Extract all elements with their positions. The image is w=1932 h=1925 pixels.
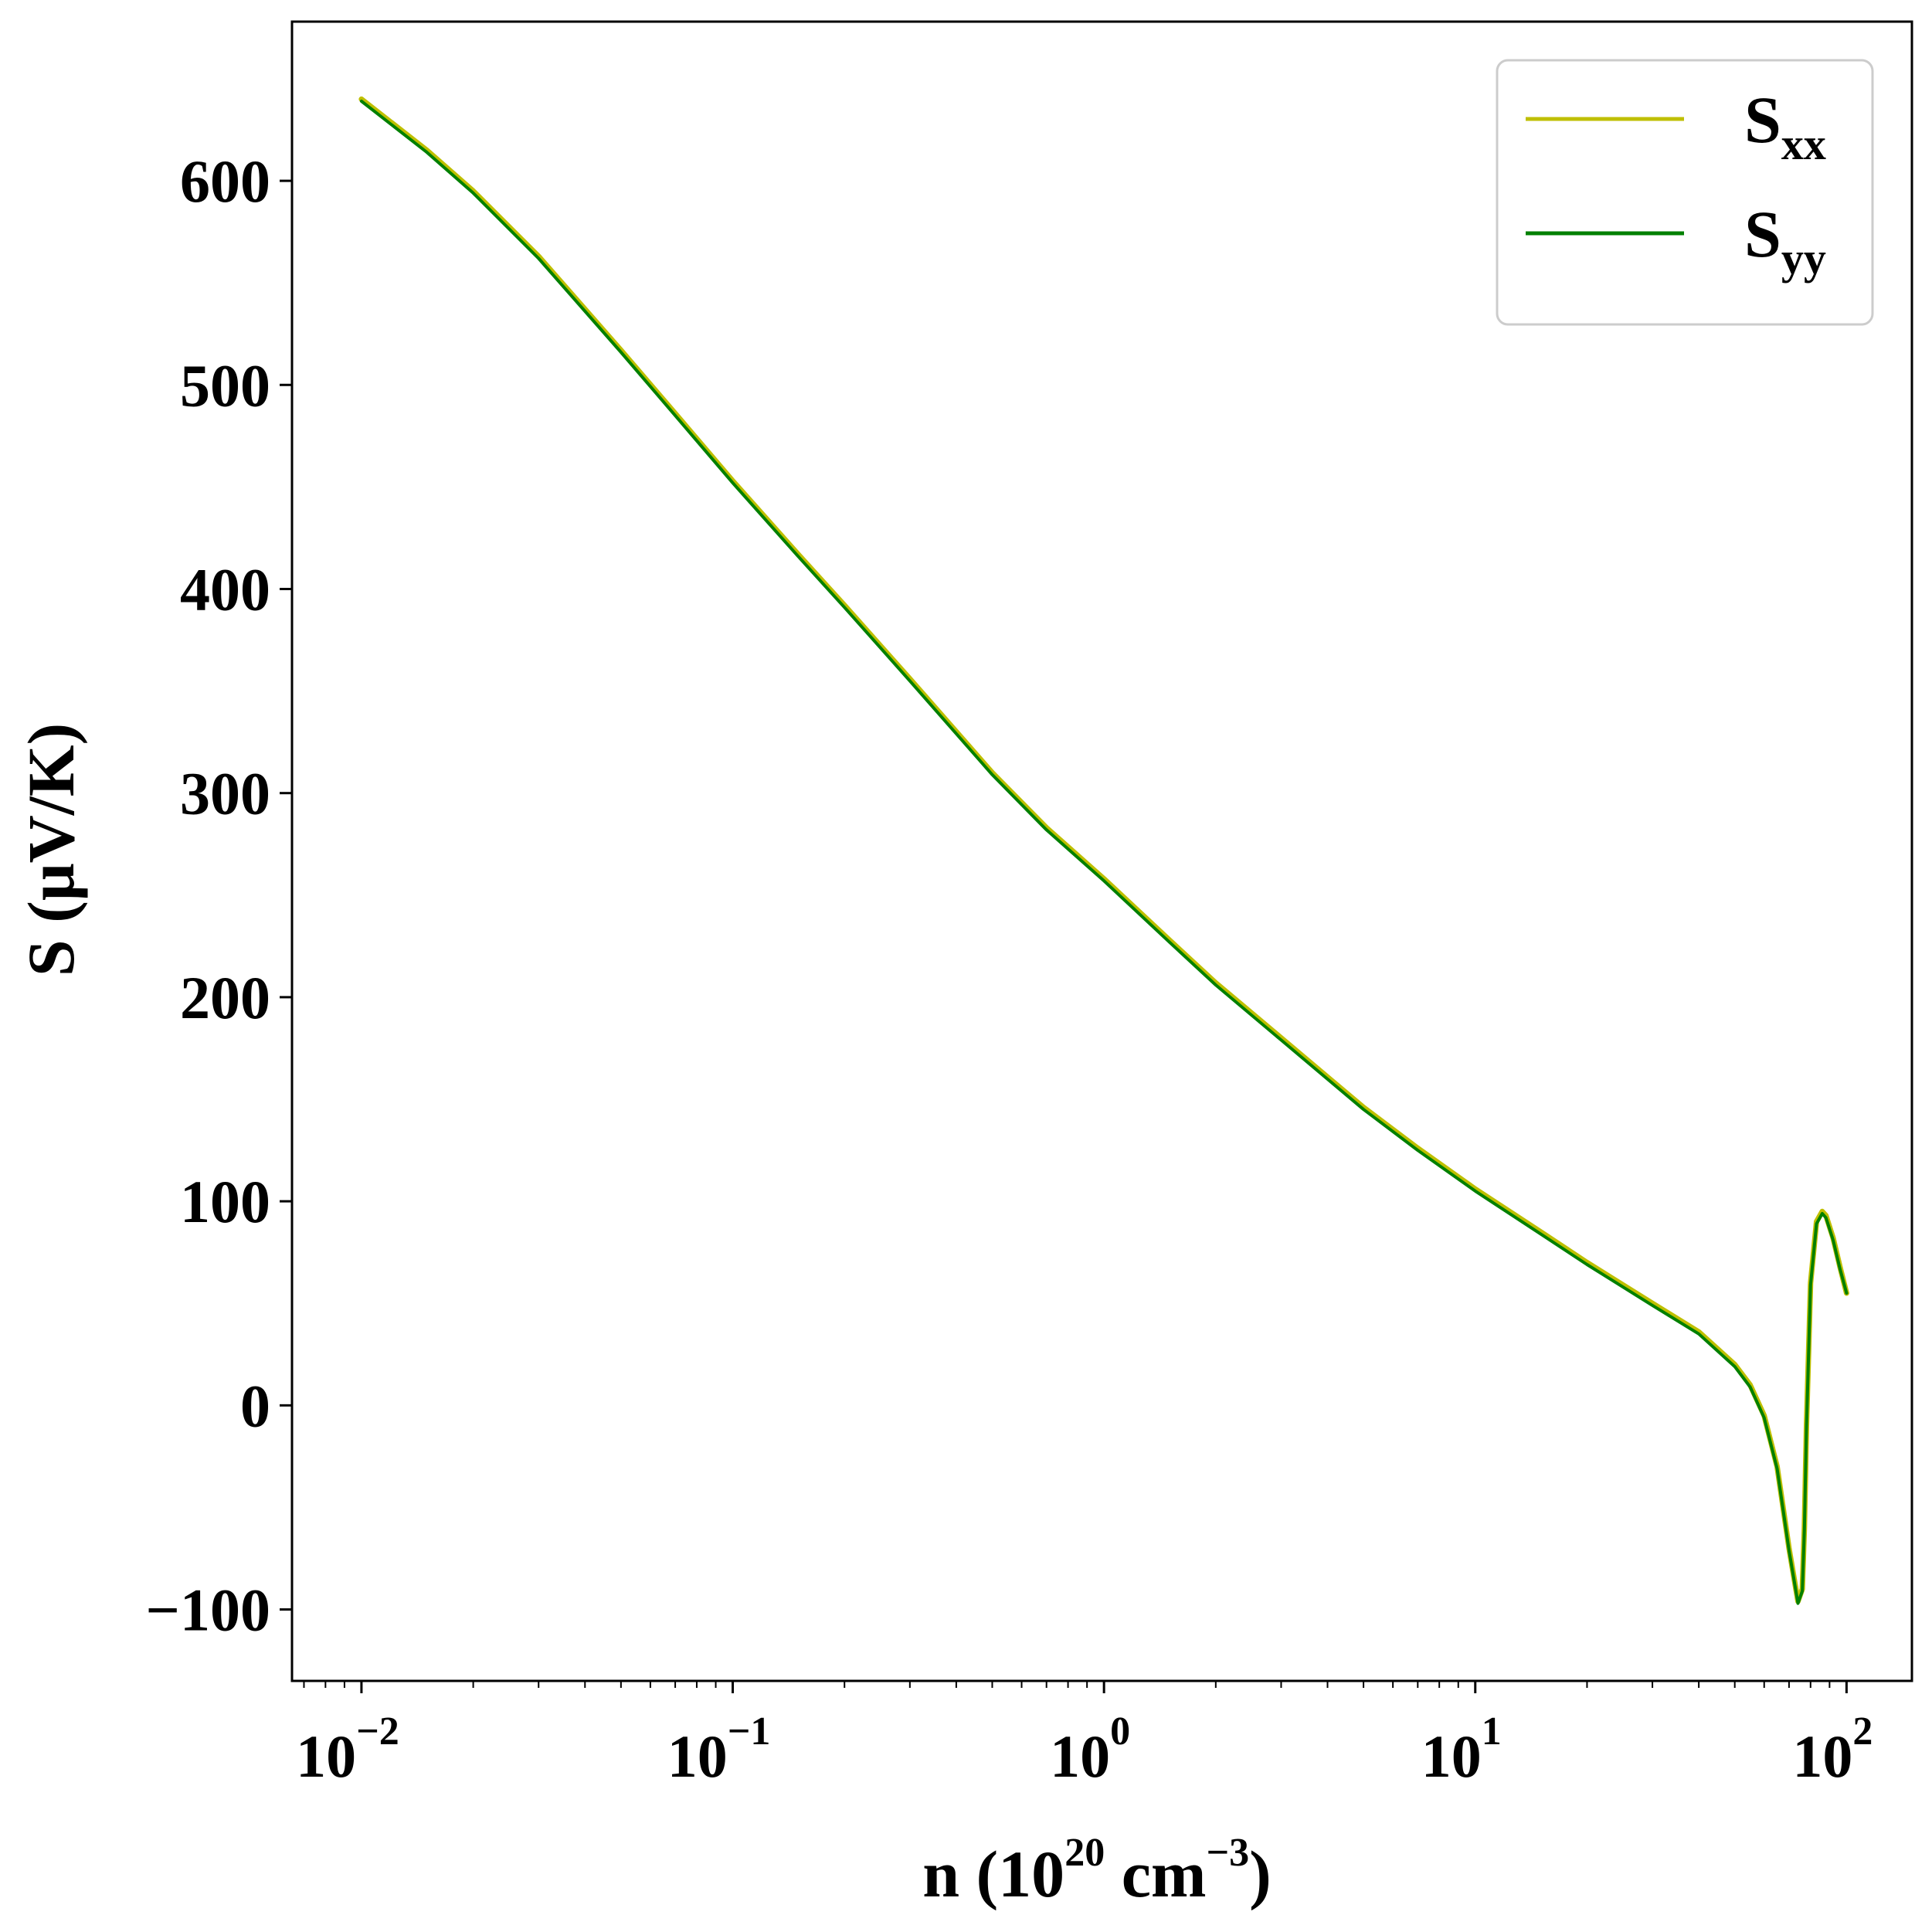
x-tick-label-exp: −2 bbox=[356, 1709, 399, 1754]
y-tick-label: 0 bbox=[240, 1372, 270, 1439]
legend: Sxx Syy bbox=[1496, 59, 1874, 326]
y-tick-label: 500 bbox=[180, 351, 270, 419]
y-tick-label: 300 bbox=[180, 760, 270, 827]
y-tick-label: 600 bbox=[180, 148, 270, 215]
legend-box bbox=[1496, 59, 1874, 326]
x-axis-ticks: 10−2 10−1 100 101 102 bbox=[296, 1681, 1873, 1790]
legend-label-syy: Syy bbox=[1744, 197, 1826, 283]
x-axis-label: n (1020 cm−3) bbox=[922, 1831, 1272, 1911]
x-tick-label-exp: 2 bbox=[1852, 1709, 1873, 1754]
y-tick-label: 100 bbox=[180, 1168, 270, 1235]
legend-label-sxx-main: S bbox=[1744, 83, 1781, 157]
legend-label-syy-main: S bbox=[1744, 197, 1781, 271]
x-tick-label-base: 10 bbox=[667, 1723, 728, 1790]
x-tick-label-base: 10 bbox=[296, 1723, 356, 1790]
x-tick-label-base: 10 bbox=[1421, 1723, 1482, 1790]
y-axis-ticks: −100 0 100 200 300 400 500 600 bbox=[146, 148, 292, 1644]
plot-frame bbox=[290, 20, 1913, 1682]
x-tick-label: 10−2 bbox=[296, 1709, 399, 1790]
x-tick-label-exp: 0 bbox=[1110, 1709, 1130, 1754]
x-tick-label: 102 bbox=[1792, 1709, 1873, 1790]
legend-label-syy-sub: yy bbox=[1781, 233, 1826, 283]
x-tick-label-exp: −1 bbox=[728, 1709, 771, 1754]
x-tick-label: 101 bbox=[1421, 1709, 1502, 1790]
x-tick-label: 10−1 bbox=[667, 1709, 771, 1790]
legend-label-sxx-sub: xx bbox=[1781, 119, 1826, 169]
legend-label-sxx: Sxx bbox=[1744, 83, 1826, 169]
x-axis-label-sup1: 20 bbox=[1064, 1831, 1105, 1875]
data-series bbox=[358, 96, 1849, 1605]
y-axis-label: S (μV/K) bbox=[14, 723, 88, 976]
x-axis-label-sup2: −3 bbox=[1207, 1831, 1250, 1875]
series-line-syy bbox=[359, 100, 1849, 1605]
x-axis-label-end: ) bbox=[1249, 1837, 1272, 1911]
y-tick-label: −100 bbox=[146, 1577, 270, 1644]
x-tick-label-base: 10 bbox=[1792, 1723, 1852, 1790]
y-tick-label: 400 bbox=[180, 555, 270, 623]
x-tick-label-exp: 1 bbox=[1482, 1709, 1502, 1754]
x-tick-label: 100 bbox=[1050, 1709, 1130, 1790]
x-axis-label-mid: cm bbox=[1105, 1837, 1206, 1911]
x-tick-label-base: 10 bbox=[1050, 1723, 1110, 1790]
y-tick-label: 200 bbox=[180, 964, 270, 1031]
x-axis-label-main: n (10 bbox=[922, 1837, 1064, 1911]
